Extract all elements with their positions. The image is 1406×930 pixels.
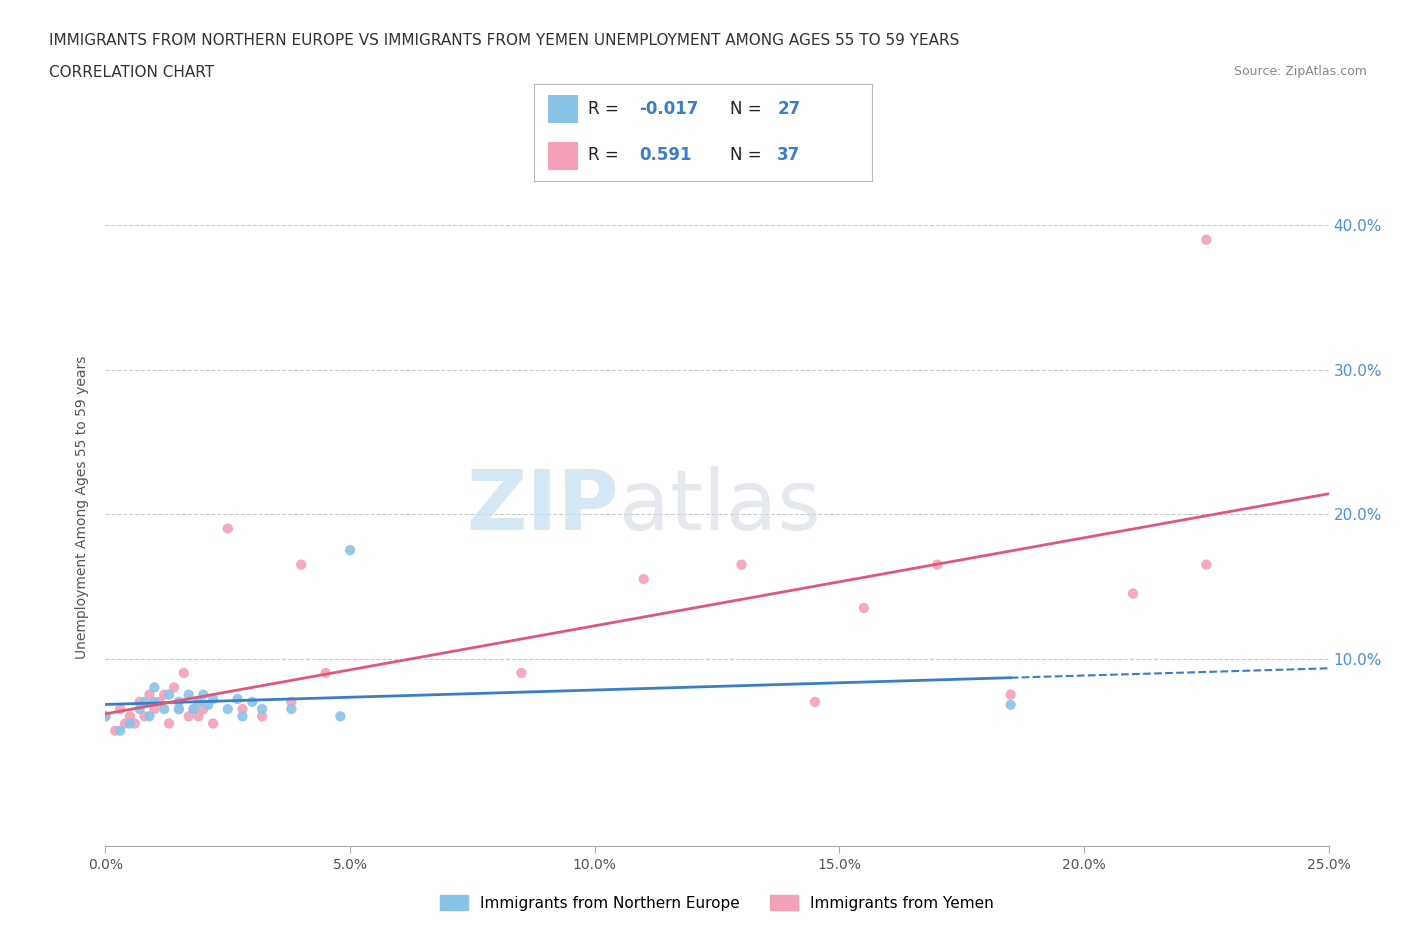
Point	[134, 709, 156, 724]
Point	[250, 709, 273, 724]
Point	[280, 701, 302, 716]
Point	[804, 695, 827, 710]
Point	[108, 724, 131, 738]
Point	[193, 687, 215, 702]
Point	[163, 680, 186, 695]
Point	[183, 701, 205, 716]
Legend: Immigrants from Northern Europe, Immigrants from Yemen: Immigrants from Northern Europe, Immigra…	[434, 889, 1000, 917]
Point	[290, 557, 312, 572]
Text: R =: R =	[588, 100, 624, 117]
Point	[1122, 586, 1144, 601]
Point	[138, 687, 160, 702]
Point	[177, 687, 200, 702]
Text: 0.591: 0.591	[638, 146, 692, 165]
Point	[1000, 698, 1022, 712]
Point	[143, 701, 166, 716]
Point	[927, 557, 949, 572]
Bar	[548, 142, 578, 169]
Point	[167, 701, 190, 716]
Point	[1195, 557, 1218, 572]
Y-axis label: Unemployment Among Ages 55 to 59 years: Unemployment Among Ages 55 to 59 years	[76, 355, 90, 658]
Point	[280, 695, 302, 710]
Text: 37: 37	[778, 146, 800, 165]
Point	[217, 701, 239, 716]
Bar	[548, 96, 578, 123]
Point	[114, 716, 136, 731]
Point	[1000, 687, 1022, 702]
Point	[202, 716, 225, 731]
Text: IMMIGRANTS FROM NORTHERN EUROPE VS IMMIGRANTS FROM YEMEN UNEMPLOYMENT AMONG AGES: IMMIGRANTS FROM NORTHERN EUROPE VS IMMIG…	[49, 33, 959, 47]
Point	[148, 695, 170, 710]
Point	[124, 716, 146, 731]
Point	[226, 692, 249, 707]
Point	[197, 698, 219, 712]
Point	[94, 709, 117, 724]
Point	[177, 709, 200, 724]
Point	[108, 701, 131, 716]
Point	[315, 666, 337, 681]
Point	[730, 557, 752, 572]
Point	[143, 680, 166, 695]
Text: 27: 27	[778, 100, 800, 117]
Point	[339, 543, 361, 558]
Text: N =: N =	[730, 100, 766, 117]
Point	[202, 692, 225, 707]
Point	[1195, 232, 1218, 247]
Point	[231, 701, 253, 716]
Text: Source: ZipAtlas.com: Source: ZipAtlas.com	[1233, 65, 1367, 78]
Point	[217, 521, 239, 536]
Point	[231, 709, 253, 724]
Point	[153, 701, 176, 716]
Point	[187, 709, 209, 724]
Point	[852, 601, 875, 616]
Point	[94, 709, 117, 724]
Text: R =: R =	[588, 146, 630, 165]
Point	[104, 724, 127, 738]
Point	[240, 695, 263, 710]
Point	[128, 695, 150, 710]
Point	[187, 695, 209, 710]
Point	[138, 709, 160, 724]
Point	[118, 716, 141, 731]
Point	[329, 709, 352, 724]
Point	[153, 687, 176, 702]
Text: atlas: atlas	[619, 466, 821, 548]
Point	[510, 666, 533, 681]
Point	[633, 572, 655, 587]
Point	[157, 687, 180, 702]
Point	[157, 716, 180, 731]
Point	[118, 709, 141, 724]
Point	[167, 695, 190, 710]
Point	[250, 701, 273, 716]
Text: -0.017: -0.017	[638, 100, 699, 117]
Point	[143, 695, 166, 710]
Point	[173, 666, 195, 681]
Point	[167, 701, 190, 716]
Text: CORRELATION CHART: CORRELATION CHART	[49, 65, 214, 80]
Point	[183, 701, 205, 716]
Point	[193, 701, 215, 716]
Text: ZIP: ZIP	[467, 466, 619, 548]
Point	[134, 695, 156, 710]
Text: N =: N =	[730, 146, 766, 165]
Point	[128, 701, 150, 716]
